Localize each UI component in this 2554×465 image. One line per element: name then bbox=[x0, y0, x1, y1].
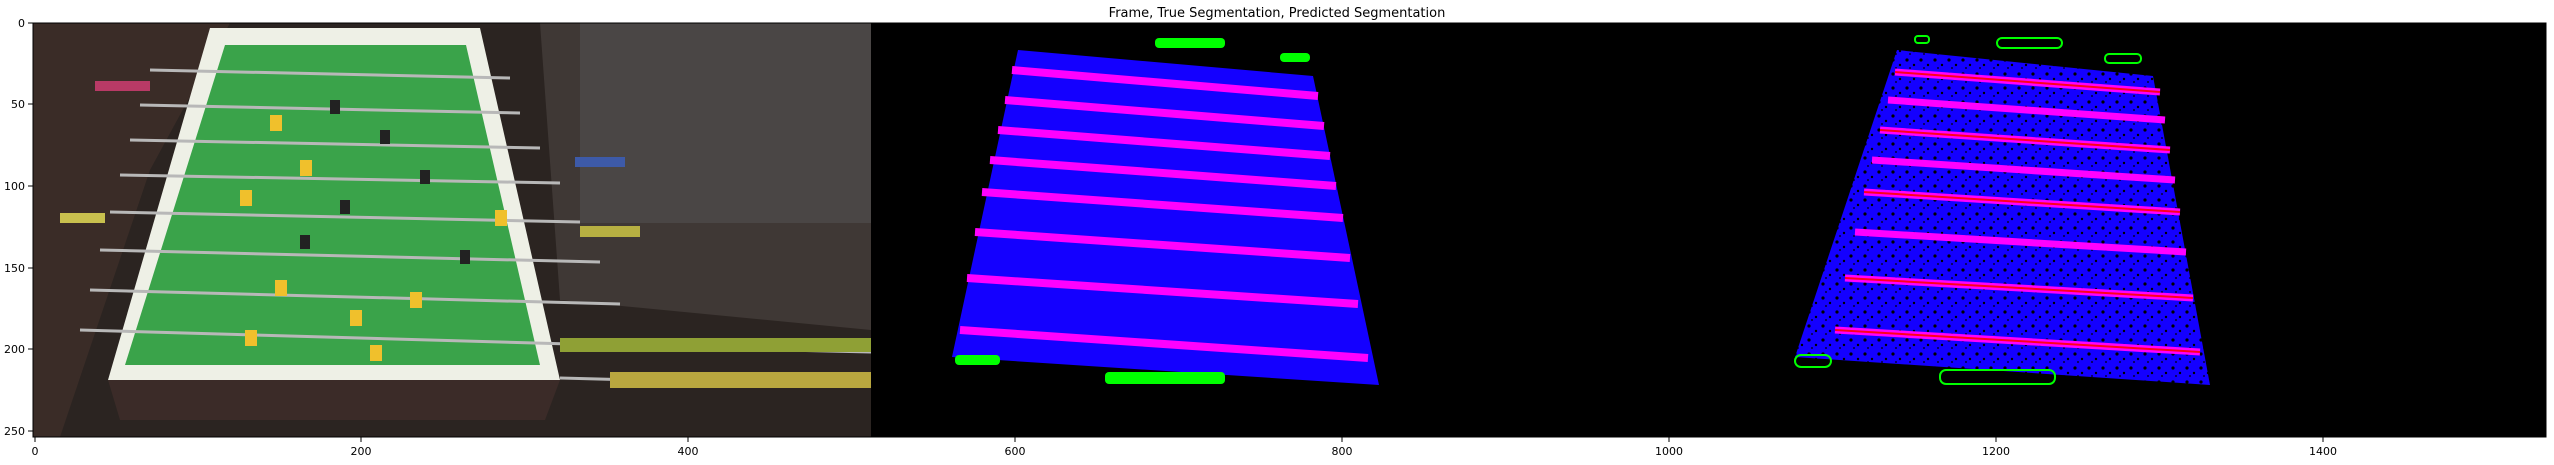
x-tick-label: 800 bbox=[1332, 445, 1353, 458]
x-tick-label: 0 bbox=[32, 445, 39, 458]
y-tick-label: 50 bbox=[11, 98, 25, 111]
y-tick-label: 150 bbox=[4, 262, 25, 275]
y-tick-label: 200 bbox=[4, 343, 25, 356]
x-tick-label: 200 bbox=[351, 445, 372, 458]
x-tick-label: 1000 bbox=[1655, 445, 1683, 458]
y-axis bbox=[28, 22, 33, 432]
x-tick-label: 400 bbox=[678, 445, 699, 458]
axes-border bbox=[32, 22, 2547, 438]
y-tick-label: 100 bbox=[4, 180, 25, 193]
x-tick-label: 1200 bbox=[1982, 445, 2010, 458]
predicted-segmentation-panel bbox=[1794, 35, 2210, 385]
true-segmentation-panel bbox=[952, 38, 1379, 385]
frame-panel bbox=[33, 23, 872, 437]
x-axis bbox=[34, 437, 2324, 442]
y-tick-label: 0 bbox=[18, 17, 25, 30]
figure-title: Frame, True Segmentation, Predicted Segm… bbox=[1108, 6, 1446, 21]
x-tick-label: 600 bbox=[1005, 445, 1026, 458]
x-tick-label: 1400 bbox=[2309, 445, 2337, 458]
y-tick-label: 250 bbox=[4, 425, 25, 438]
